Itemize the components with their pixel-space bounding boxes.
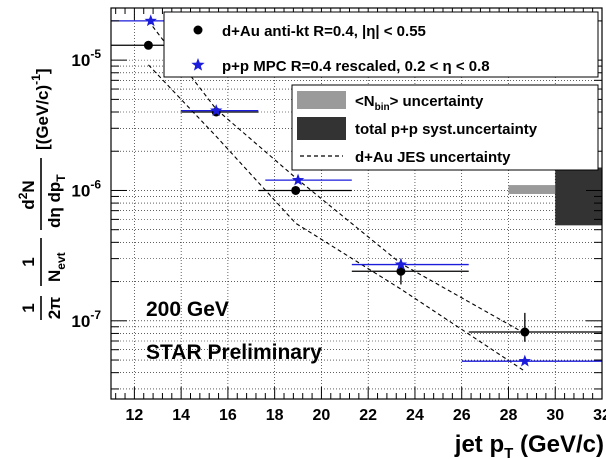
svg-text:[(GeV/c)-1]: [(GeV/c)-1] (29, 68, 52, 150)
x-tick-label: 18 (266, 407, 284, 424)
x-tick-label: 22 (359, 407, 377, 424)
x-tick-label: 30 (546, 407, 564, 424)
y-tick-label: 10-6 (71, 177, 101, 200)
data-point-pp (291, 173, 305, 186)
x-tick-label: 16 (219, 407, 237, 424)
data-point-dau (396, 266, 406, 276)
x-tick-label: 20 (313, 407, 331, 424)
legend-swatch-total (297, 117, 346, 140)
legend-label-jes: d+Au JES uncertainty (355, 149, 511, 166)
legend-marker-pp (191, 58, 205, 71)
data-point-dau (291, 185, 301, 195)
legend-label-nbin: <Nbin> uncertainty (355, 93, 484, 113)
x-tick-label: 12 (125, 407, 143, 424)
jes-upper-line (147, 20, 526, 334)
legend-2: <Nbin> uncertainty total p+p syst.uncert… (291, 84, 599, 171)
legend-label-dau: d+Au anti-kt R=0.4, |η| < 0.55 (222, 23, 426, 40)
svg-text:dη dpT: dη dpT (45, 174, 68, 228)
svg-text:Nevt: Nevt (45, 252, 68, 282)
y-axis-title: 1 2π 1 Nevt d2N dη dpT [(GeV/c)-1] (16, 68, 68, 320)
x-tick-label: 14 (172, 407, 190, 424)
legend-marker-dau (193, 25, 203, 35)
data-point-dau (520, 327, 530, 337)
data-series (111, 14, 602, 367)
data-point-pp (144, 14, 157, 27)
svg-text:2π: 2π (45, 297, 64, 319)
legend-label-total: total p+p syst.uncertainty (355, 121, 538, 138)
annotation-energy: 200 GeV (146, 298, 229, 321)
x-tick-label: 32 (593, 407, 606, 424)
x-tick-label: 26 (453, 407, 471, 424)
legend-frame (163, 11, 599, 78)
annotation-preliminary: STAR Preliminary (146, 341, 322, 364)
legend-swatch-nbin (297, 91, 346, 109)
data-point-pp (394, 258, 408, 270)
svg-text:1: 1 (19, 257, 38, 266)
x-tick-label: 28 (500, 407, 518, 424)
x-axis-title: jet pT (GeV/c) (454, 431, 604, 459)
svg-text:1: 1 (19, 303, 38, 312)
legend-label-pp: p+p MPC R=0.4 rescaled, 0.2 < η < 0.8 (222, 58, 490, 75)
x-tick-label: 24 (406, 407, 424, 424)
nbin-uncertainty-box (508, 185, 558, 194)
y-tick-label: 10-7 (71, 308, 101, 331)
axes: 12 14 16 18 20 22 24 26 28 30 32 10-7 10-6 10-5 (71, 8, 606, 424)
data-point-dau (143, 40, 153, 50)
data-point-pp (210, 104, 223, 116)
legend: d+Au anti-kt R=0.4, |η| < 0.55 p+p MPC R… (163, 11, 599, 78)
y-tick-label: 10-5 (71, 47, 101, 70)
svg-text:d2N: d2N (16, 180, 38, 209)
data-point-pp (518, 354, 532, 367)
